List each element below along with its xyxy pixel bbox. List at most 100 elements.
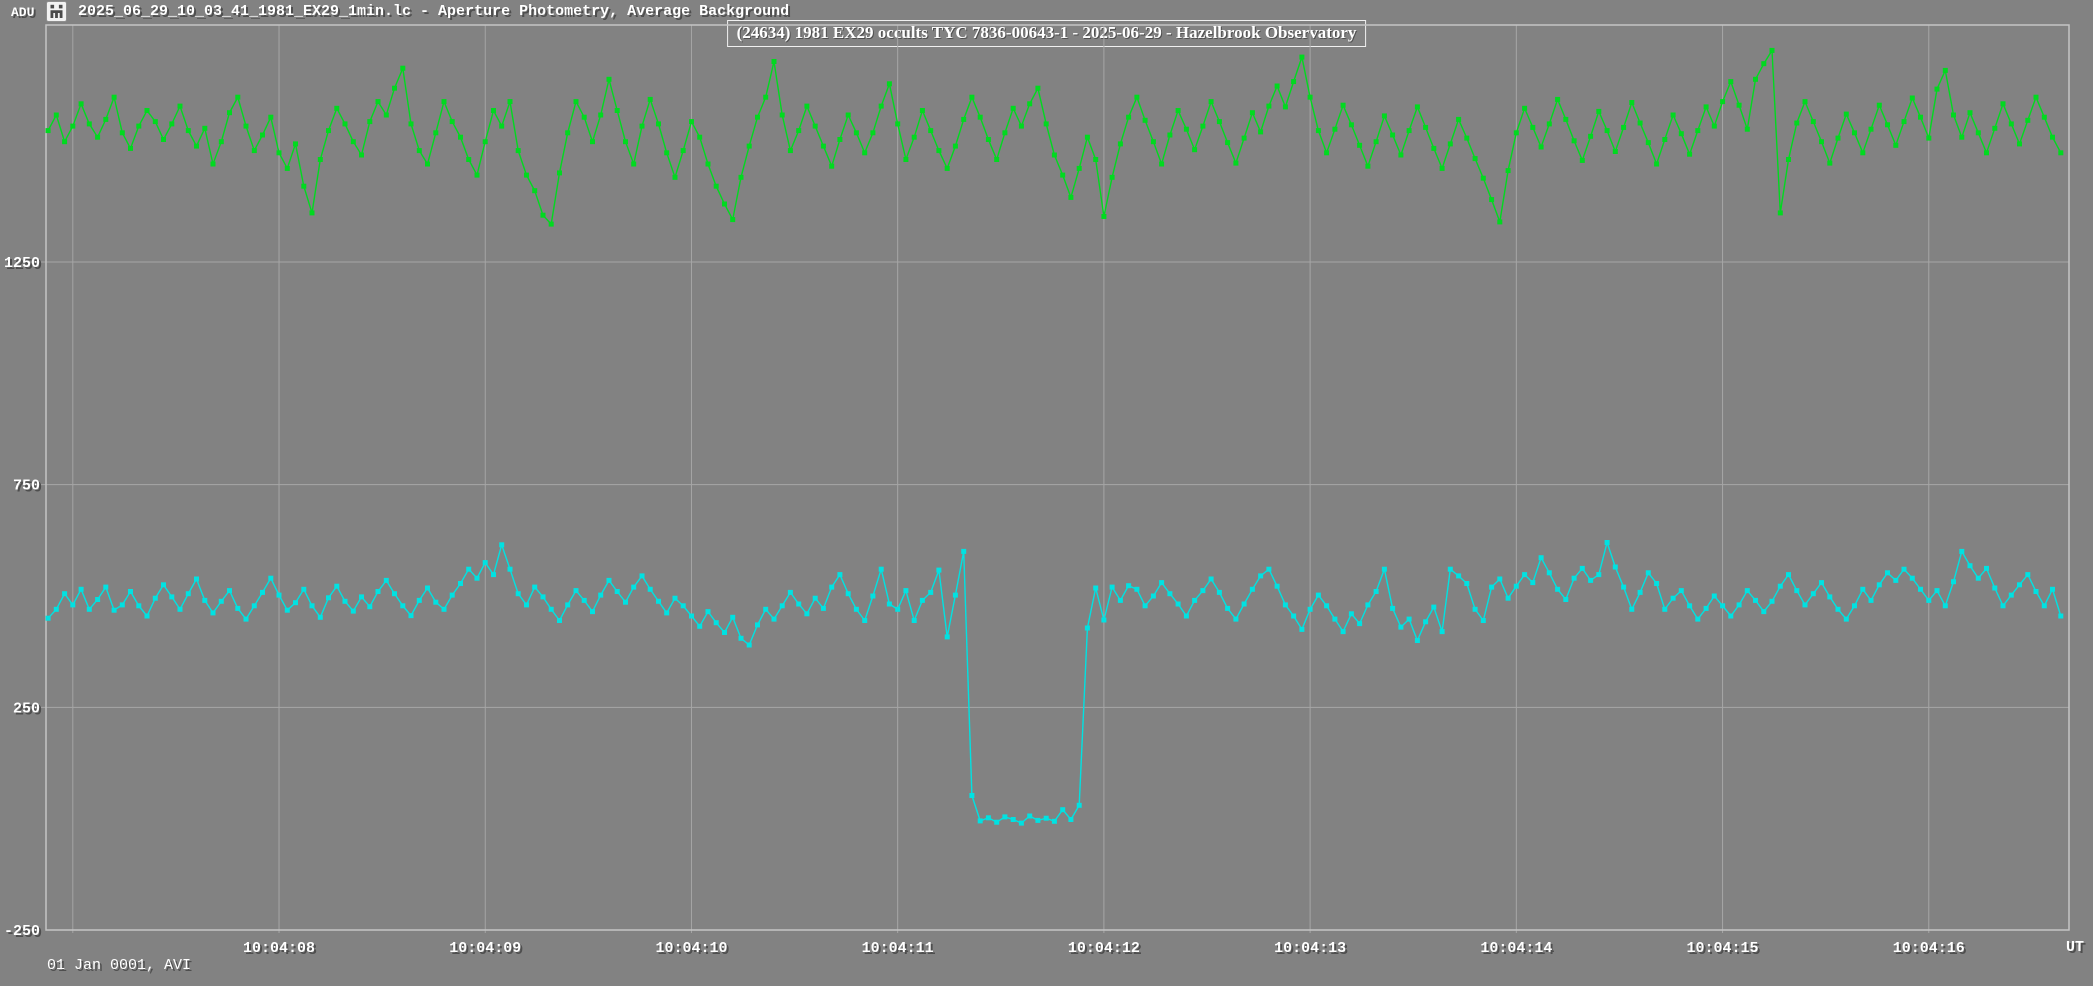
data-point[interactable] [1621, 584, 1627, 590]
data-point[interactable] [1695, 616, 1701, 622]
data-point[interactable] [2041, 114, 2047, 120]
data-point[interactable] [1381, 566, 1387, 572]
data-point[interactable] [1629, 606, 1635, 612]
data-point[interactable] [557, 618, 562, 623]
data-point[interactable] [730, 217, 736, 223]
data-point[interactable] [713, 183, 719, 189]
data-point[interactable] [1629, 100, 1635, 105]
data-point[interactable] [1266, 566, 1272, 572]
data-point[interactable] [1258, 573, 1264, 579]
data-point[interactable] [2008, 121, 2014, 127]
data-point[interactable] [1365, 163, 1371, 169]
data-point[interactable] [78, 101, 84, 107]
data-point[interactable] [2041, 603, 2047, 609]
data-point[interactable] [1480, 175, 1486, 181]
data-point[interactable] [664, 610, 670, 616]
data-point[interactable] [1084, 134, 1090, 140]
data-point[interactable] [680, 603, 686, 609]
data-point[interactable] [1777, 210, 1783, 216]
data-point[interactable] [1538, 555, 1544, 561]
data-point[interactable] [2017, 582, 2022, 588]
data-point[interactable] [647, 586, 653, 592]
data-point[interactable] [598, 592, 604, 598]
data-point[interactable] [169, 121, 175, 127]
data-point[interactable] [1530, 124, 1536, 130]
data-point[interactable] [293, 600, 298, 606]
data-point[interactable] [449, 119, 455, 125]
data-point[interactable] [573, 588, 579, 594]
data-point[interactable] [1357, 142, 1363, 148]
data-point[interactable] [1027, 101, 1033, 107]
data-point[interactable] [829, 584, 835, 590]
data-point[interactable] [763, 606, 769, 612]
data-point[interactable] [260, 589, 265, 595]
data-point[interactable] [177, 103, 183, 109]
data-point[interactable] [1687, 603, 1693, 609]
data-point[interactable] [161, 137, 166, 142]
data-point[interactable] [1827, 594, 1833, 600]
data-point[interactable] [697, 623, 703, 629]
data-point[interactable] [565, 130, 571, 136]
data-point[interactable] [1307, 94, 1313, 100]
data-point[interactable] [1835, 135, 1841, 141]
data-point[interactable] [1670, 595, 1676, 601]
data-point[interactable] [1497, 576, 1503, 582]
data-point[interactable] [1406, 128, 1412, 134]
data-point[interactable] [202, 125, 208, 131]
data-point[interactable] [499, 123, 505, 129]
data-point[interactable] [111, 94, 117, 100]
data-point[interactable] [1984, 565, 1989, 571]
data-point[interactable] [1167, 591, 1173, 597]
data-point[interactable] [1101, 214, 1107, 219]
data-point[interactable] [482, 139, 488, 145]
data-point[interactable] [1340, 629, 1346, 635]
data-point[interactable] [1505, 595, 1511, 601]
data-point[interactable] [1183, 613, 1189, 619]
data-point[interactable] [1431, 604, 1437, 610]
data-point[interactable] [1926, 597, 1932, 603]
data-point[interactable] [944, 634, 950, 640]
data-point[interactable] [1431, 145, 1437, 151]
data-point[interactable] [1159, 580, 1165, 586]
data-point[interactable] [911, 134, 917, 140]
data-point[interactable] [722, 630, 727, 635]
data-point[interactable] [820, 143, 826, 149]
data-point[interactable] [103, 116, 109, 122]
data-point[interactable] [862, 618, 868, 623]
data-point[interactable] [1414, 638, 1420, 643]
data-point[interactable] [540, 212, 546, 218]
data-point[interactable] [1604, 540, 1610, 545]
data-point[interactable] [1489, 584, 1495, 590]
data-point[interactable] [1588, 577, 1594, 583]
data-point[interactable] [1769, 598, 1775, 604]
data-point[interactable] [779, 603, 785, 609]
data-point[interactable] [1893, 577, 1899, 583]
data-point[interactable] [565, 602, 571, 608]
data-point[interactable] [136, 603, 142, 609]
data-point[interactable] [2025, 117, 2031, 123]
data-point[interactable] [1720, 99, 1726, 105]
data-point[interactable] [62, 139, 68, 145]
data-point[interactable] [952, 592, 958, 598]
data-point[interactable] [392, 85, 397, 91]
data-point[interactable] [218, 139, 224, 145]
data-point[interactable] [1645, 570, 1651, 576]
data-point[interactable] [886, 81, 892, 87]
data-point[interactable] [985, 815, 991, 821]
data-point[interactable] [2050, 134, 2055, 140]
data-point[interactable] [1901, 119, 1907, 125]
data-point[interactable] [1456, 573, 1462, 579]
data-point[interactable] [392, 591, 397, 597]
data-point[interactable] [1522, 572, 1528, 578]
data-point[interactable] [491, 572, 496, 578]
data-point[interactable] [2058, 150, 2064, 156]
data-point[interactable] [837, 137, 843, 142]
data-point[interactable] [1150, 139, 1156, 145]
data-point[interactable] [2017, 141, 2022, 147]
data-point[interactable] [746, 642, 752, 648]
data-point[interactable] [812, 595, 818, 601]
data-point[interactable] [647, 96, 653, 102]
data-point[interactable] [1142, 603, 1148, 609]
data-point[interactable] [1175, 601, 1181, 607]
